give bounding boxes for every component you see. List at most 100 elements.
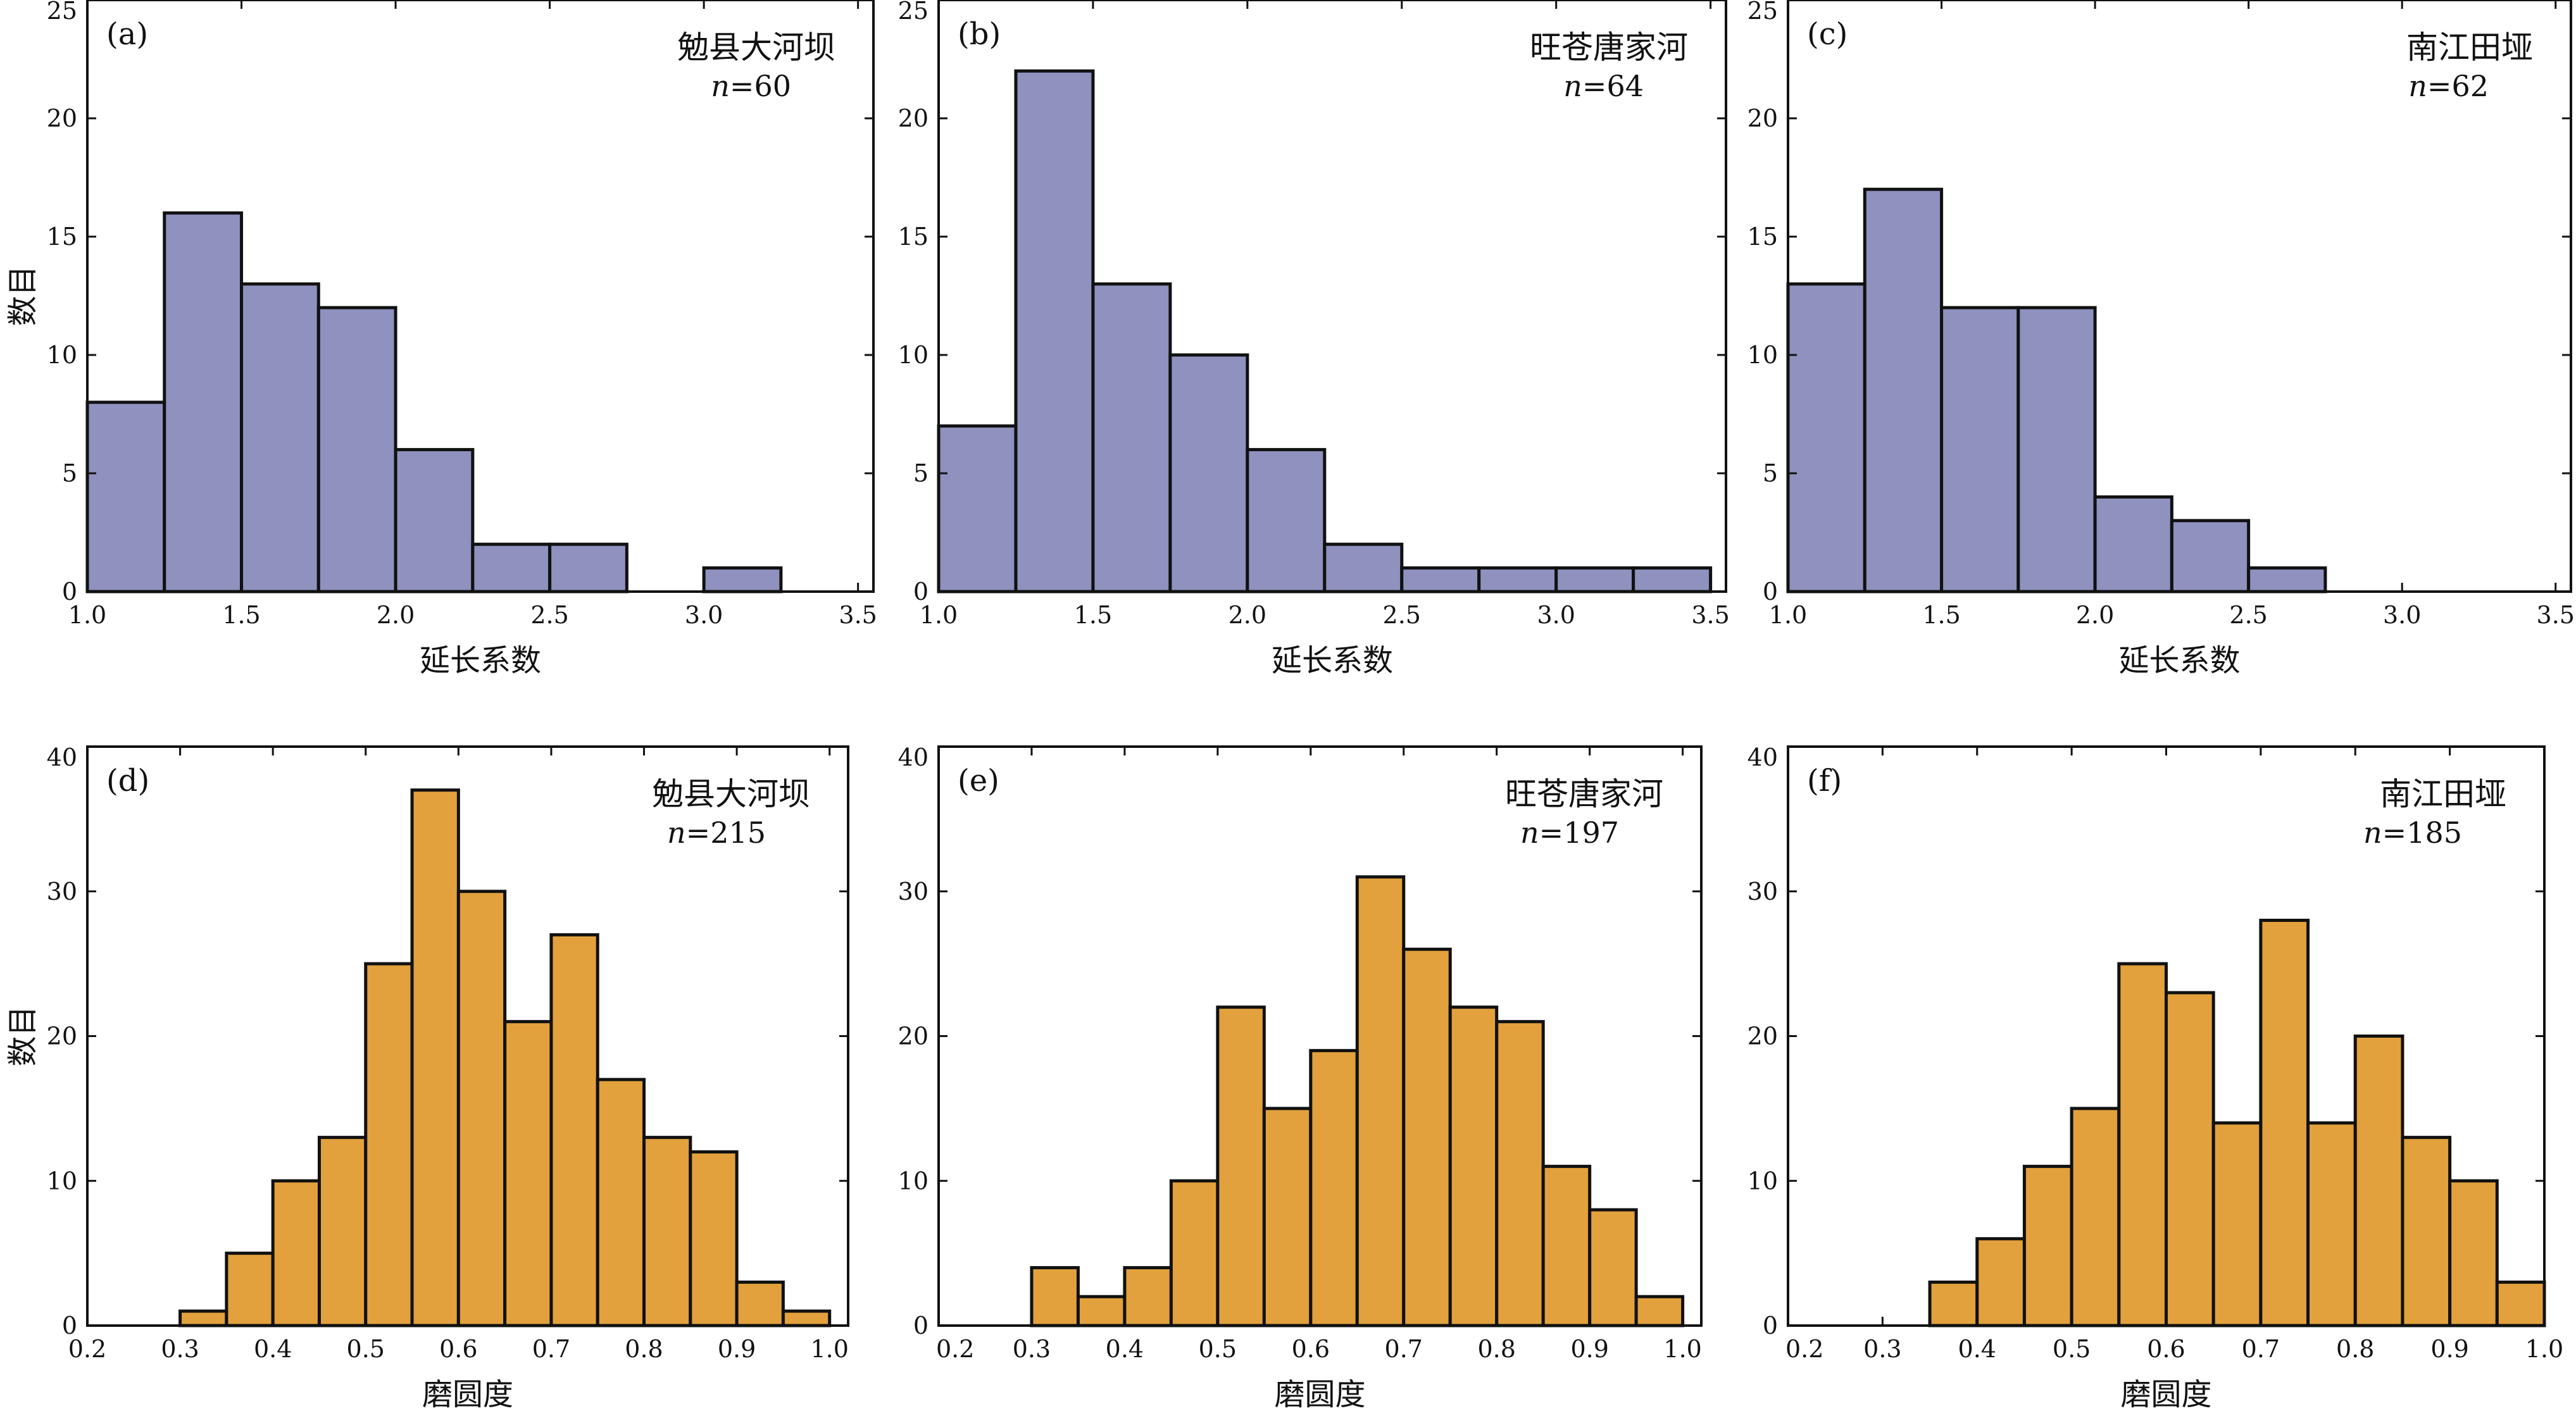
x-tick-label: 0.6 xyxy=(1292,1335,1330,1363)
histogram-bar xyxy=(2016,306,2097,594)
y-tick-label: 20 xyxy=(1748,104,1778,132)
y-tick-label: 20 xyxy=(898,1023,928,1050)
x-axis-title: 延长系数 xyxy=(1272,643,1393,678)
x-tick-label: 0.4 xyxy=(1106,1335,1144,1363)
x-axis-title: 磨圆度 xyxy=(1274,1377,1365,1411)
histogram-bar xyxy=(937,424,1018,594)
y-tick-label: 10 xyxy=(47,1167,77,1195)
histogram-bar xyxy=(394,448,475,594)
sample-count-symbol: n xyxy=(1520,816,1539,850)
histogram-bar xyxy=(1355,875,1406,1327)
plot-frame xyxy=(1787,0,2572,593)
panel-e: 0.2 0.3 0.4 0.5 0.6 0.7 0.8 0.9 1.0 0 10 20 30 40 磨圆度 (… xyxy=(898,743,1703,1411)
panel-c: 1.0 1.5 2.0 2.5 3.0 3.5 0 5 10 15 20 25 延长系数 (c) 南江田垭n… xyxy=(1748,0,2575,678)
y-tick-label: 20 xyxy=(1748,1023,1778,1050)
x-tick-label: 2.5 xyxy=(530,601,568,629)
y-tick-label: 25 xyxy=(898,0,928,25)
histogram-bar xyxy=(1323,542,1404,594)
y-tick-label: 5 xyxy=(1763,459,1778,487)
x-tick-label: 0.6 xyxy=(2147,1335,2185,1363)
histogram-bar xyxy=(2306,1121,2357,1327)
y-tick-label: 15 xyxy=(898,223,928,251)
y-tick-label: 10 xyxy=(1748,341,1778,369)
x-tick-label: 0.2 xyxy=(68,1335,106,1363)
y-tick-label: 25 xyxy=(1748,0,1778,25)
sample-count-value: =215 xyxy=(686,816,766,850)
sample-count: n=215 xyxy=(667,816,766,850)
sample-count-value: =62 xyxy=(2427,69,2489,103)
x-tick-label: 0.8 xyxy=(1477,1335,1515,1363)
y-tick-label: 40 xyxy=(1748,743,1778,771)
sample-count: n=185 xyxy=(2363,816,2462,850)
x-tick-label: 0.5 xyxy=(2053,1335,2091,1363)
y-tick-label: 0 xyxy=(62,1312,77,1340)
x-tick-label: 3.5 xyxy=(2537,601,2575,629)
sample-count-symbol: n xyxy=(2363,816,2382,850)
sample-count-value: =197 xyxy=(1539,816,1619,850)
histogram-bar xyxy=(2401,1136,2452,1327)
histogram-bar xyxy=(503,1020,553,1327)
x-tick-label: 1.0 xyxy=(68,601,106,629)
histogram-bar xyxy=(2495,1280,2546,1327)
histogram-bar xyxy=(178,1309,228,1327)
x-tick-label: 3.5 xyxy=(1691,601,1729,629)
histogram-bar xyxy=(548,542,628,594)
y-tick-label: 15 xyxy=(47,223,77,251)
histogram-bar xyxy=(2093,495,2173,594)
y-tick-label: 0 xyxy=(913,578,928,606)
panel-a: 1.0 1.5 2.0 2.5 3.0 3.5 0 5 10 15 20 25 延长系数 数目 (a) 勉县大… xyxy=(5,0,877,678)
histogram-bar xyxy=(1076,1295,1127,1327)
panel-f: 0.2 0.3 0.4 0.5 0.6 0.7 0.8 0.9 1.0 0 10 20 30 40 磨圆度 (… xyxy=(1748,743,2564,1411)
histogram-bar xyxy=(1495,1020,1545,1327)
x-tick-label: 1.5 xyxy=(222,601,260,629)
y-tick-label: 25 xyxy=(47,0,77,25)
y-tick-label: 0 xyxy=(1763,578,1778,606)
histogram-bar xyxy=(1309,1048,1359,1327)
y-tick-label: 10 xyxy=(898,1167,928,1195)
histogram-bar xyxy=(2070,1107,2121,1327)
histogram-bar xyxy=(1632,566,1713,594)
panel-tag: (f) xyxy=(1807,763,1842,799)
panel-tag: (d) xyxy=(106,763,149,799)
histogram-bar xyxy=(1975,1237,2026,1327)
histogram-bar xyxy=(1168,353,1249,594)
y-tick-label: 0 xyxy=(1763,1312,1778,1340)
site-name: 旺苍唐家河 xyxy=(1505,776,1663,812)
x-tick-label: 0.9 xyxy=(2430,1335,2468,1363)
histogram-bar xyxy=(1246,448,1327,594)
histogram-bar xyxy=(2170,519,2251,594)
x-axis-title: 磨圆度 xyxy=(422,1377,513,1411)
x-axis-title: 磨圆度 xyxy=(2120,1377,2211,1411)
histogram-bar xyxy=(689,1150,739,1327)
histogram-bar xyxy=(2022,1164,2073,1327)
sample-count: n=60 xyxy=(711,69,791,103)
x-tick-label: 0.5 xyxy=(347,1335,385,1363)
y-tick-label: 40 xyxy=(898,743,928,771)
x-tick-label: 0.7 xyxy=(2242,1335,2280,1363)
sample-count-symbol: n xyxy=(667,816,686,850)
histogram-bar xyxy=(1014,69,1095,594)
x-tick-label: 0.2 xyxy=(936,1335,974,1363)
histogram-bar xyxy=(1402,947,1452,1327)
histogram-bar xyxy=(735,1280,785,1327)
x-axis-title: 延长系数 xyxy=(420,643,541,678)
histogram-bar xyxy=(163,211,244,594)
x-tick-label: 1.0 xyxy=(1663,1335,1701,1363)
histogram-bar xyxy=(240,282,320,594)
histogram-bar xyxy=(1588,1208,1638,1327)
x-tick-label: 2.5 xyxy=(2229,601,2267,629)
histogram-bar xyxy=(2448,1179,2499,1327)
histogram-bar xyxy=(1169,1179,1220,1327)
x-tick-label: 1.0 xyxy=(1769,601,1807,629)
histogram-bar xyxy=(1634,1295,1685,1327)
x-tick-label: 0.5 xyxy=(1199,1335,1237,1363)
x-tick-label: 0.8 xyxy=(625,1335,663,1363)
histogram-bar xyxy=(471,542,552,594)
panel-tag: (b) xyxy=(958,16,1001,52)
histogram-bar xyxy=(1786,282,1866,594)
y-tick-label: 30 xyxy=(898,878,928,905)
x-tick-label: 0.9 xyxy=(718,1335,756,1363)
histogram-bar xyxy=(1216,1005,1266,1327)
sample-count-symbol: n xyxy=(1563,69,1582,103)
